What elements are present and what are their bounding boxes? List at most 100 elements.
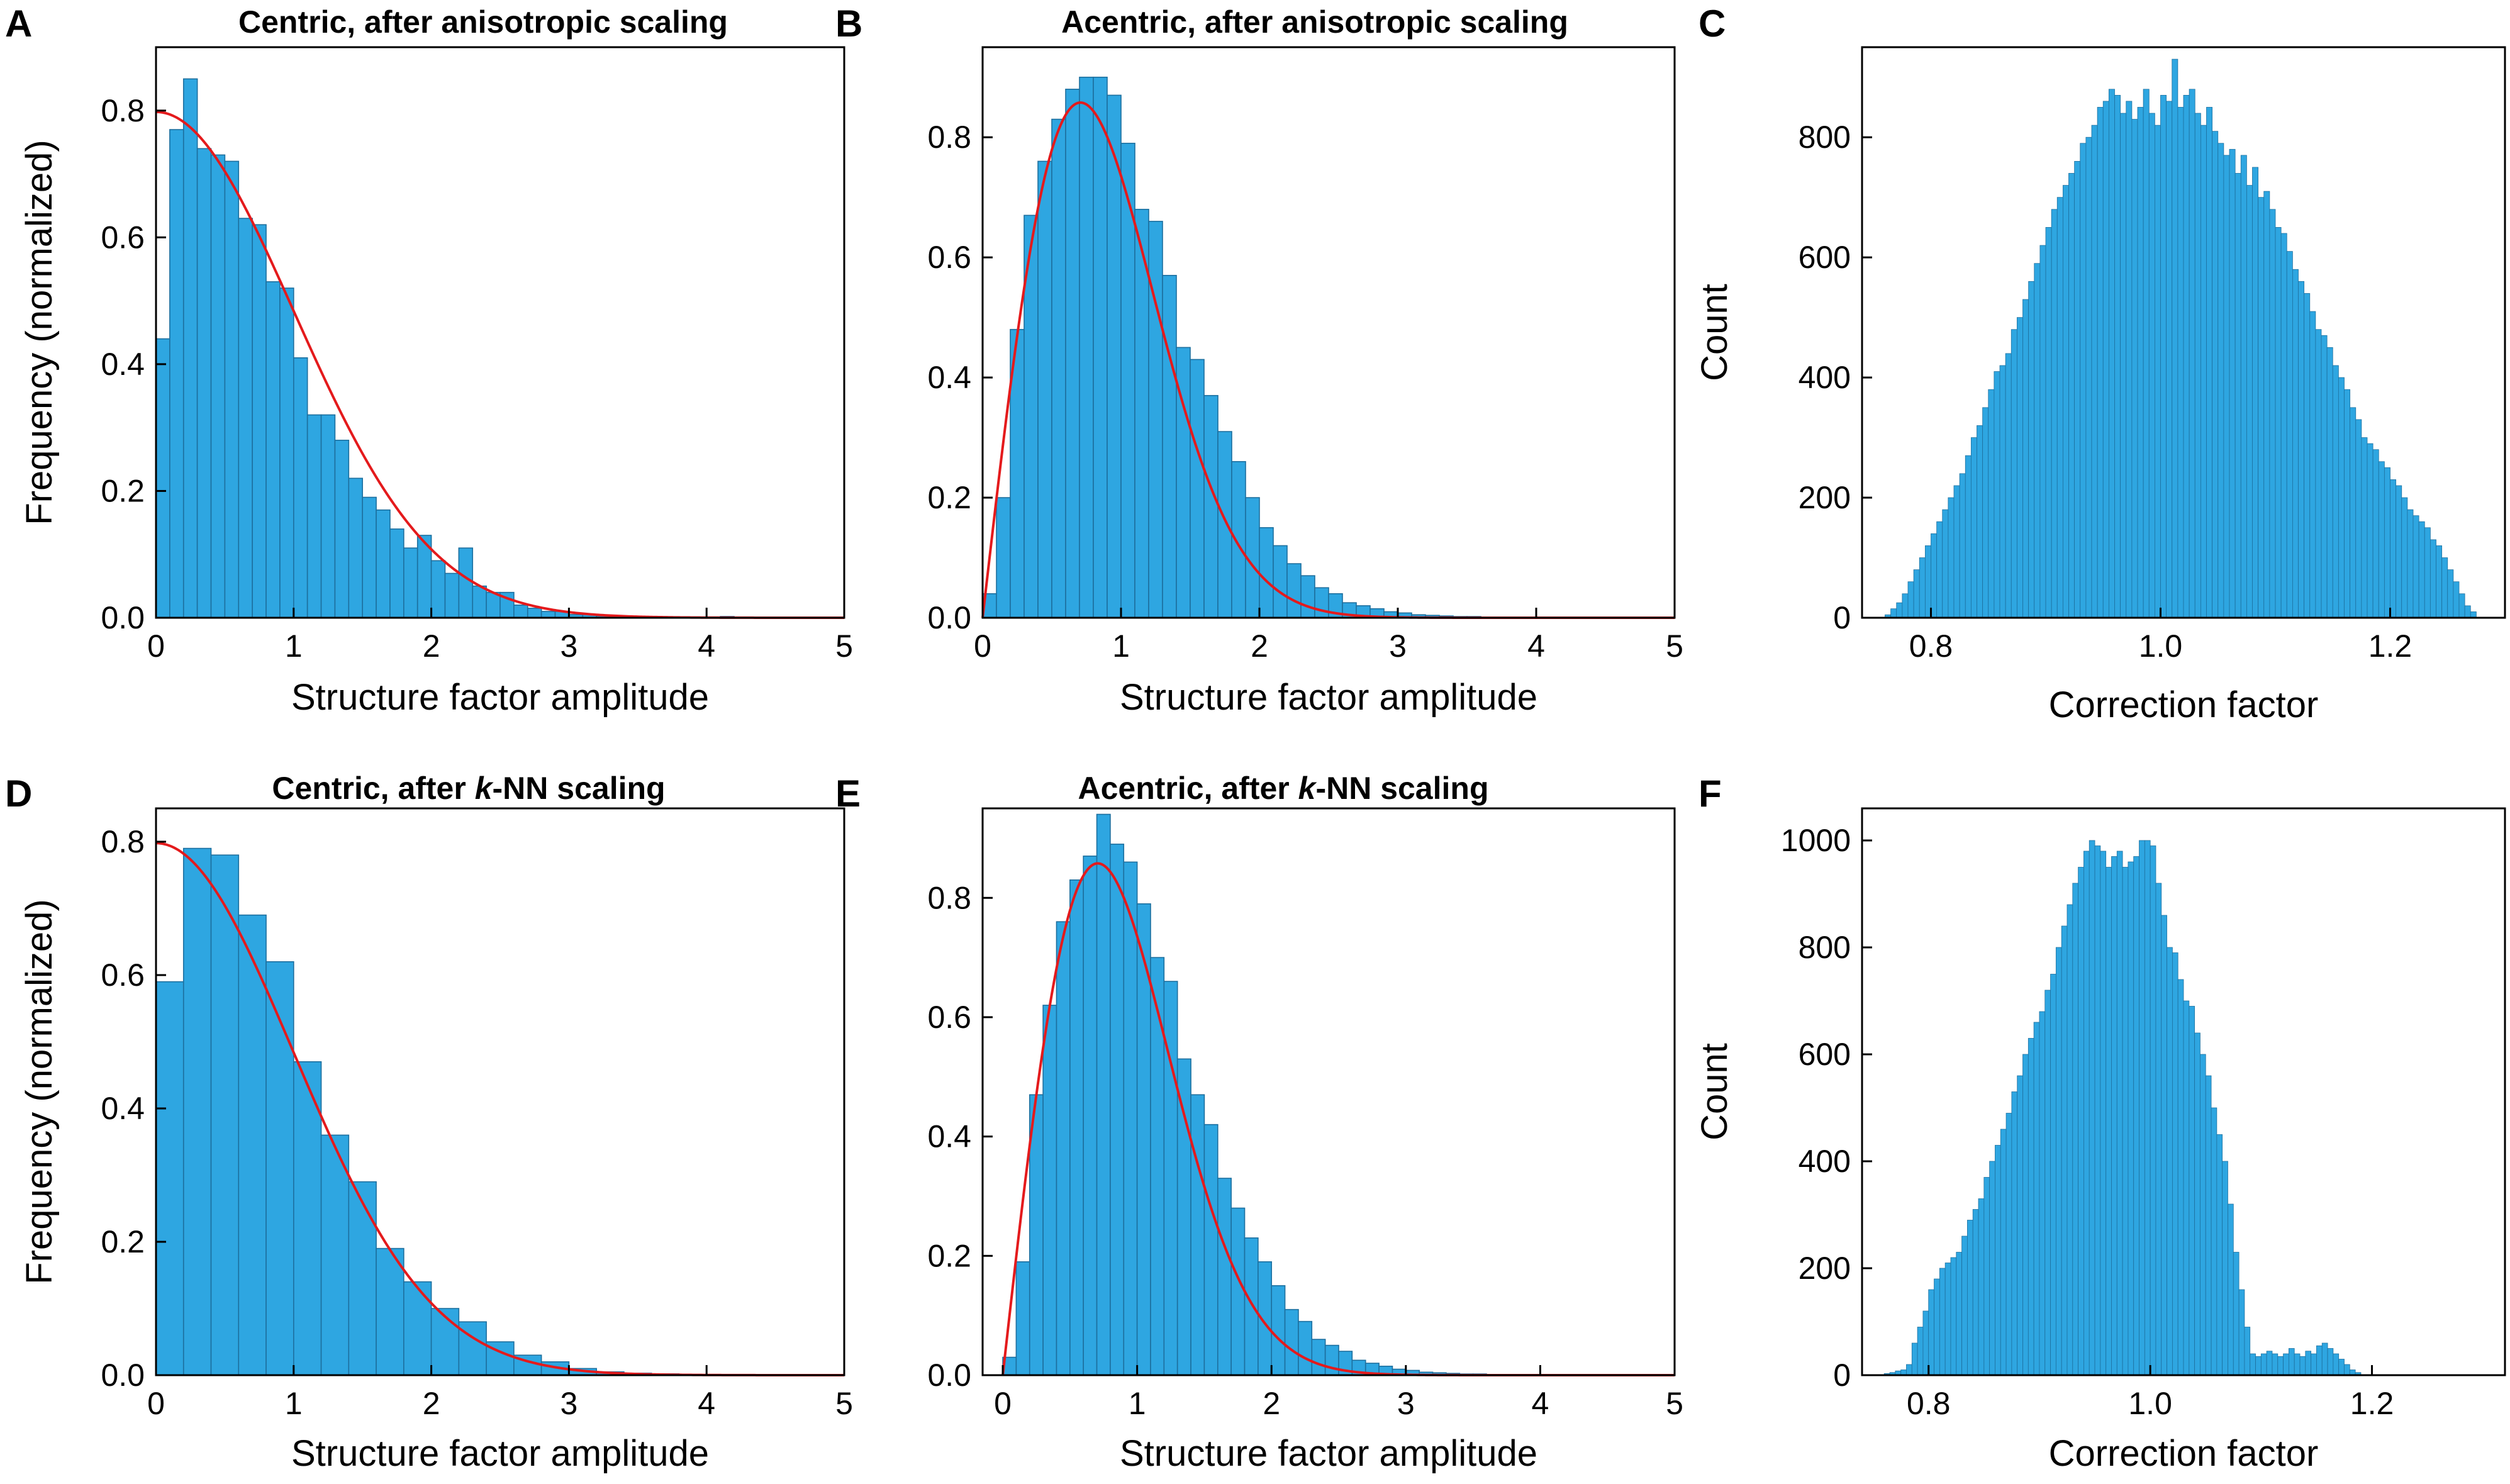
bar [2458, 593, 2465, 618]
bar [403, 547, 418, 618]
bar [2183, 1000, 2190, 1376]
x-tick-label: 1 [1129, 1386, 1146, 1421]
bar [1037, 160, 1052, 618]
bar [1931, 533, 1938, 618]
panel-title-b: Acentric, after anisotropic scaling [1061, 4, 1568, 40]
y-tick-label: 0.0 [101, 1358, 145, 1393]
bar [389, 528, 404, 618]
y-tick-label: 0.6 [927, 1000, 971, 1035]
bar [2183, 94, 2190, 618]
bar [1944, 1263, 1951, 1376]
bar [2275, 227, 2282, 618]
bar [1107, 94, 1122, 618]
bar [540, 611, 556, 618]
bar [1042, 1005, 1057, 1376]
bar [1203, 1124, 1219, 1376]
y-tick-label: 400 [1799, 360, 1851, 395]
y-tick-label: 0.4 [101, 1091, 145, 1126]
bar [2150, 845, 2156, 1376]
bar [2045, 227, 2052, 618]
bar [527, 608, 542, 618]
bar [320, 414, 336, 618]
bar [334, 440, 350, 618]
bar [472, 585, 487, 618]
bar [2333, 1353, 2340, 1376]
bar [2211, 1107, 2217, 1376]
bar [2321, 1342, 2328, 1376]
bar [2311, 1353, 2317, 1376]
bar [2234, 173, 2241, 618]
plot-frame [155, 807, 845, 1376]
bar [1324, 1344, 1339, 1376]
bar [2139, 840, 2145, 1376]
bar [1273, 545, 1288, 618]
bar [1988, 389, 1995, 618]
bar [430, 560, 446, 618]
bar [210, 154, 226, 618]
bar [1271, 1285, 1286, 1376]
bar [2304, 293, 2311, 618]
bar [458, 547, 474, 618]
x-tick-label: 3 [1389, 628, 1407, 664]
bar [210, 854, 240, 1376]
bar [1284, 1308, 1299, 1376]
bar [196, 148, 212, 618]
y-tick-label: 0.2 [927, 1238, 971, 1273]
bar [348, 1181, 377, 1376]
plot-frame [1861, 807, 2506, 1376]
y-tick-label: 0.6 [101, 957, 145, 993]
bar [2372, 449, 2379, 618]
bar [1162, 274, 1177, 618]
bar [2258, 197, 2265, 618]
x-tick-label: 0 [147, 1386, 165, 1421]
bar [1928, 1289, 1934, 1376]
x-tick-label: 1 [285, 1386, 303, 1421]
bar [2228, 1203, 2234, 1376]
panel-letter-b: B [835, 3, 862, 45]
panel-title-d-pre: Centric, after [272, 771, 474, 806]
y-axis-label: Frequency (normalized) [19, 140, 60, 525]
bar [1934, 1278, 1940, 1376]
bar [2161, 915, 2167, 1376]
y-axis-label: Count [1694, 284, 1735, 381]
bar [2108, 89, 2115, 618]
x-tick-label: 3 [560, 1386, 577, 1421]
bar [2401, 497, 2408, 618]
bar [2396, 485, 2402, 618]
bar [1259, 527, 1274, 618]
bar [1953, 485, 1960, 618]
bar [1051, 118, 1066, 618]
bar [1917, 1327, 1924, 1376]
bar [2321, 335, 2328, 618]
bar [2250, 1353, 2256, 1376]
bar [1314, 587, 1329, 618]
bar [2167, 947, 2173, 1376]
x-tick-label: 2 [423, 628, 440, 664]
bar [2106, 867, 2112, 1376]
bar [2252, 167, 2259, 618]
bar [293, 1061, 322, 1376]
bar [2072, 883, 2079, 1376]
bar [2068, 173, 2075, 618]
panel-title-e-post: -NN scaling [1315, 771, 1488, 806]
bar [2097, 107, 2104, 618]
bar [2292, 269, 2299, 618]
x-tick-label: 1 [1112, 628, 1130, 664]
bar [1093, 76, 1108, 618]
bar [265, 281, 281, 618]
bar [1190, 1094, 1205, 1376]
bar [2022, 299, 2029, 618]
bar [1902, 593, 1909, 618]
bar [1924, 545, 1931, 618]
bar [2028, 1038, 2034, 1376]
x-axis-label: Structure factor amplitude [1120, 1433, 1537, 1474]
x-tick-label: 3 [560, 628, 577, 664]
bar [2286, 251, 2293, 618]
bar [2000, 1129, 2007, 1376]
y-axis-label: Count [1694, 1043, 1735, 1141]
y-tick-label: 200 [1799, 1251, 1851, 1286]
bar [2074, 160, 2081, 618]
bar [155, 981, 184, 1376]
bar [2229, 148, 2236, 618]
bar [2061, 925, 2068, 1376]
